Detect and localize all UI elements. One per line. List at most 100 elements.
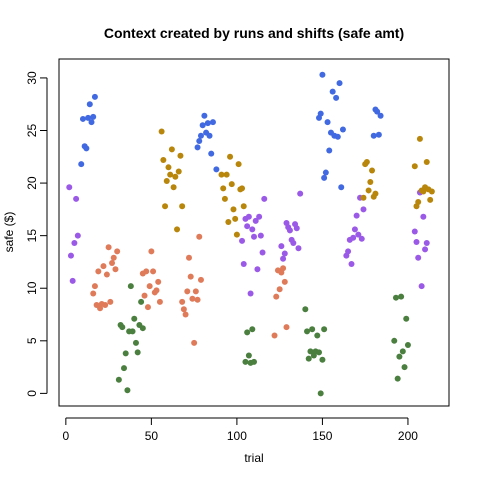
data-point: [297, 190, 304, 197]
data-point: [278, 243, 285, 250]
data-point: [162, 203, 169, 210]
data-point: [129, 328, 136, 335]
data-point: [295, 245, 302, 252]
data-point: [321, 326, 328, 333]
data-point: [131, 315, 138, 322]
data-point: [240, 203, 247, 210]
data-point: [73, 195, 80, 202]
data-point: [179, 203, 186, 210]
data-point: [334, 133, 341, 140]
data-point: [280, 265, 287, 272]
data-point: [319, 356, 326, 363]
data-point: [316, 349, 322, 356]
data-point: [180, 306, 187, 313]
data-point: [244, 223, 251, 230]
data-point: [283, 324, 290, 331]
data-point: [160, 156, 167, 163]
data-point: [156, 298, 163, 305]
data-point: [428, 188, 435, 195]
data-point: [141, 292, 148, 299]
data-point: [314, 332, 321, 339]
data-point: [206, 132, 213, 139]
data-point: [254, 266, 261, 273]
data-point: [413, 238, 420, 245]
data-point: [257, 232, 264, 239]
data-point: [66, 184, 73, 191]
data-point: [360, 206, 367, 213]
data-point: [227, 153, 234, 160]
y-tick-label: 30: [25, 71, 39, 85]
data-point: [370, 132, 377, 139]
data-point: [245, 213, 252, 220]
data-point: [115, 376, 122, 383]
data-point: [170, 184, 177, 191]
data-point: [213, 166, 220, 173]
data-point: [184, 288, 191, 295]
data-point: [302, 306, 309, 313]
series-3: [115, 283, 411, 397]
data-point: [247, 290, 254, 297]
data-point: [67, 252, 74, 259]
data-point: [273, 293, 280, 300]
data-point: [338, 184, 345, 191]
chart-title: Context created by runs and shifts (safe…: [104, 25, 404, 41]
data-point: [281, 278, 288, 285]
data-point: [163, 177, 170, 184]
data-point: [177, 152, 184, 159]
data-point: [91, 283, 98, 290]
data-point: [404, 342, 411, 349]
data-point: [339, 126, 346, 133]
data-point: [360, 194, 367, 201]
y-tick-label: 5: [25, 337, 39, 344]
data-point: [280, 255, 287, 262]
data-point: [358, 235, 365, 242]
x-axis-title: trial: [244, 451, 263, 465]
data-point: [204, 120, 211, 127]
series-4: [158, 128, 435, 238]
data-point: [317, 110, 324, 117]
x-tick-label: 100: [227, 429, 247, 443]
data-point: [305, 355, 312, 362]
data-point: [194, 144, 201, 151]
data-point: [175, 168, 182, 175]
data-point: [348, 261, 355, 268]
data-point: [69, 277, 76, 284]
data-point: [225, 218, 232, 225]
data-point: [372, 190, 379, 197]
data-point: [416, 135, 423, 142]
data-point: [355, 231, 362, 238]
data-point: [336, 80, 343, 87]
data-point: [197, 276, 204, 283]
data-point: [251, 358, 257, 365]
y-tick-label: 0: [25, 390, 39, 397]
data-point: [309, 326, 316, 333]
data-point: [90, 113, 97, 120]
data-point: [146, 283, 153, 290]
data-point: [403, 315, 410, 322]
data-point: [345, 248, 352, 255]
data-point: [242, 358, 249, 365]
data-point: [100, 263, 107, 270]
data-point: [168, 146, 175, 153]
data-point: [153, 287, 160, 294]
data-point: [220, 185, 227, 192]
data-point: [326, 147, 333, 154]
data-point: [150, 268, 157, 275]
data-point: [271, 332, 278, 339]
data-point: [144, 304, 151, 311]
y-tick-label: 25: [25, 124, 39, 138]
data-point: [329, 88, 336, 95]
data-point: [367, 179, 374, 186]
data-point: [304, 328, 311, 335]
data-point: [71, 240, 78, 247]
data-point: [411, 163, 418, 170]
data-point: [172, 173, 179, 180]
data-point: [249, 226, 256, 233]
data-point: [239, 185, 246, 192]
data-point: [165, 164, 172, 171]
data-point: [74, 232, 81, 239]
data-point: [192, 288, 199, 295]
data-point: [121, 365, 127, 372]
data-point: [239, 237, 246, 244]
